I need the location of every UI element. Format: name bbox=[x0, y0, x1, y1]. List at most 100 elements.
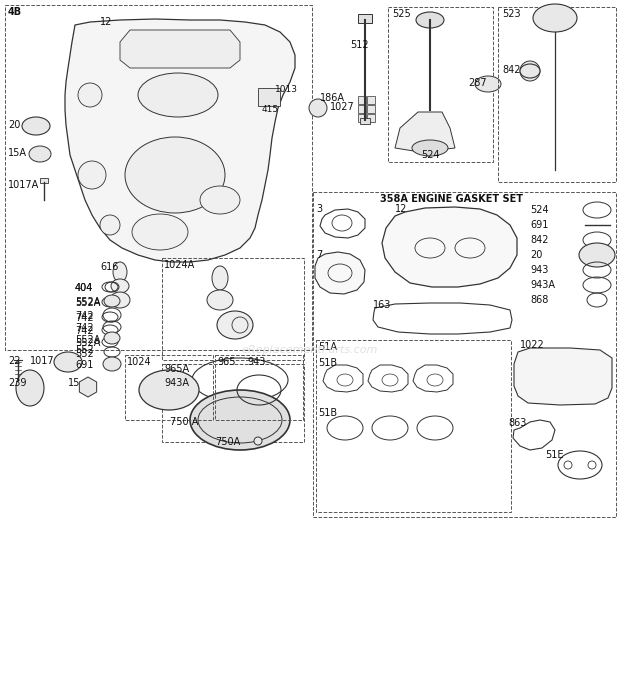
Text: 742: 742 bbox=[75, 311, 94, 321]
Text: 742: 742 bbox=[75, 323, 94, 333]
Circle shape bbox=[78, 83, 102, 107]
Ellipse shape bbox=[29, 146, 51, 162]
Polygon shape bbox=[65, 19, 295, 262]
Polygon shape bbox=[120, 30, 240, 68]
Text: 4B: 4B bbox=[8, 7, 22, 17]
Text: 943A: 943A bbox=[530, 280, 555, 290]
Text: 524: 524 bbox=[421, 150, 440, 160]
Text: 842: 842 bbox=[502, 65, 521, 75]
Bar bbox=[313, 192, 616, 517]
Text: 742: 742 bbox=[75, 326, 94, 336]
Text: 512: 512 bbox=[350, 40, 369, 50]
Bar bbox=[367, 114, 375, 122]
Bar bbox=[5, 5, 312, 350]
Bar bbox=[367, 96, 375, 104]
Polygon shape bbox=[395, 112, 455, 152]
Bar bbox=[360, 118, 370, 124]
Circle shape bbox=[100, 215, 120, 235]
Ellipse shape bbox=[132, 214, 188, 250]
Text: 750 A: 750 A bbox=[170, 417, 198, 427]
Text: 186A: 186A bbox=[320, 93, 345, 103]
Bar bbox=[316, 340, 511, 512]
Bar bbox=[358, 114, 366, 122]
Text: 1017: 1017 bbox=[30, 356, 55, 366]
Text: 15: 15 bbox=[68, 378, 81, 388]
Text: 239: 239 bbox=[8, 378, 27, 388]
Text: 3: 3 bbox=[316, 204, 322, 214]
Circle shape bbox=[520, 61, 540, 81]
Text: 22: 22 bbox=[8, 356, 20, 366]
Text: 552A: 552A bbox=[75, 335, 100, 345]
Text: 12: 12 bbox=[100, 17, 112, 27]
Text: 1027: 1027 bbox=[330, 102, 355, 112]
Text: 1024A: 1024A bbox=[164, 260, 195, 270]
Circle shape bbox=[78, 161, 106, 189]
Text: 868: 868 bbox=[530, 295, 548, 305]
Text: 415: 415 bbox=[262, 105, 279, 114]
Bar bbox=[258, 88, 280, 106]
Ellipse shape bbox=[54, 352, 82, 372]
Text: 287: 287 bbox=[468, 78, 487, 88]
Text: 51B: 51B bbox=[318, 358, 337, 368]
Text: 525: 525 bbox=[392, 9, 410, 19]
Polygon shape bbox=[382, 207, 517, 287]
Ellipse shape bbox=[412, 140, 448, 156]
Text: 943: 943 bbox=[247, 357, 265, 367]
Bar bbox=[125, 355, 213, 420]
Bar bbox=[498, 7, 616, 182]
Ellipse shape bbox=[138, 73, 218, 117]
Text: 616: 616 bbox=[100, 262, 118, 272]
Text: 552A: 552A bbox=[75, 297, 100, 307]
Text: 7: 7 bbox=[316, 250, 322, 260]
Text: 552: 552 bbox=[75, 349, 94, 359]
Ellipse shape bbox=[113, 262, 127, 282]
Text: 691: 691 bbox=[75, 360, 94, 370]
Text: 20: 20 bbox=[8, 120, 20, 130]
Bar bbox=[388, 7, 493, 162]
Ellipse shape bbox=[533, 4, 577, 32]
Ellipse shape bbox=[520, 64, 540, 78]
Ellipse shape bbox=[111, 279, 129, 293]
Ellipse shape bbox=[125, 137, 225, 213]
Text: 742: 742 bbox=[75, 313, 94, 323]
Ellipse shape bbox=[200, 186, 240, 214]
Text: 523: 523 bbox=[502, 9, 521, 19]
Ellipse shape bbox=[190, 390, 290, 450]
Text: eReplacementParts.com: eReplacementParts.com bbox=[242, 345, 378, 355]
Circle shape bbox=[309, 99, 327, 117]
Text: 552A: 552A bbox=[75, 298, 100, 308]
Text: 1017A: 1017A bbox=[8, 180, 39, 190]
Bar bbox=[162, 258, 304, 360]
Text: 943A: 943A bbox=[164, 378, 189, 388]
Text: 51A: 51A bbox=[318, 342, 337, 352]
Ellipse shape bbox=[22, 117, 50, 135]
Bar bbox=[215, 355, 303, 420]
Text: 842: 842 bbox=[530, 235, 549, 245]
Text: 163: 163 bbox=[373, 300, 391, 310]
Bar bbox=[358, 105, 366, 113]
Text: 12: 12 bbox=[395, 204, 407, 214]
Ellipse shape bbox=[579, 243, 615, 267]
Ellipse shape bbox=[104, 332, 120, 344]
Text: 51E: 51E bbox=[545, 450, 564, 460]
Ellipse shape bbox=[103, 357, 121, 371]
Text: 51B: 51B bbox=[318, 408, 337, 418]
Text: 1024: 1024 bbox=[127, 357, 152, 367]
Text: 863: 863 bbox=[508, 418, 526, 428]
Ellipse shape bbox=[217, 311, 253, 339]
Ellipse shape bbox=[416, 12, 444, 28]
Circle shape bbox=[254, 437, 262, 445]
Bar bbox=[358, 14, 372, 23]
Ellipse shape bbox=[475, 76, 501, 92]
Text: 552: 552 bbox=[75, 345, 94, 355]
Text: 15A: 15A bbox=[8, 148, 27, 158]
Ellipse shape bbox=[212, 266, 228, 290]
Polygon shape bbox=[315, 252, 365, 294]
Text: 552A: 552A bbox=[75, 338, 100, 348]
Ellipse shape bbox=[207, 290, 233, 310]
Text: 1013: 1013 bbox=[275, 85, 298, 94]
Text: 1022: 1022 bbox=[520, 340, 545, 350]
Bar bbox=[40, 178, 48, 183]
Ellipse shape bbox=[110, 292, 130, 308]
Bar bbox=[367, 105, 375, 113]
